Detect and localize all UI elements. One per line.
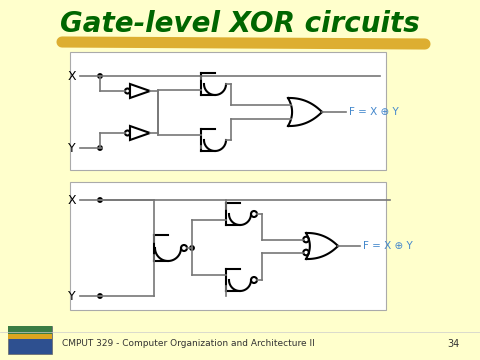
Circle shape: [190, 246, 194, 250]
Circle shape: [303, 237, 309, 242]
Text: CMPUT 329 - Computer Organization and Architecture II: CMPUT 329 - Computer Organization and Ar…: [62, 339, 315, 348]
Circle shape: [303, 250, 309, 255]
Text: Y: Y: [68, 289, 76, 302]
Circle shape: [98, 294, 102, 298]
Circle shape: [98, 74, 102, 78]
Text: X: X: [67, 194, 76, 207]
Circle shape: [125, 130, 130, 135]
Text: Gate-level XOR circuits: Gate-level XOR circuits: [60, 10, 420, 38]
Bar: [8, 334, 52, 339]
Circle shape: [98, 146, 102, 150]
Circle shape: [251, 211, 257, 217]
Bar: [8, 326, 52, 354]
Circle shape: [251, 277, 257, 283]
Circle shape: [181, 245, 187, 251]
Text: Y: Y: [68, 141, 76, 154]
Circle shape: [125, 89, 130, 94]
Bar: [70, 182, 386, 310]
Text: X: X: [67, 69, 76, 82]
Text: F = X ⊕ Y: F = X ⊕ Y: [349, 107, 399, 117]
Circle shape: [98, 198, 102, 202]
Text: F = X ⊕ Y: F = X ⊕ Y: [363, 241, 413, 251]
Bar: [70, 52, 386, 170]
Text: 34: 34: [448, 339, 460, 349]
Bar: [8, 326, 52, 334]
